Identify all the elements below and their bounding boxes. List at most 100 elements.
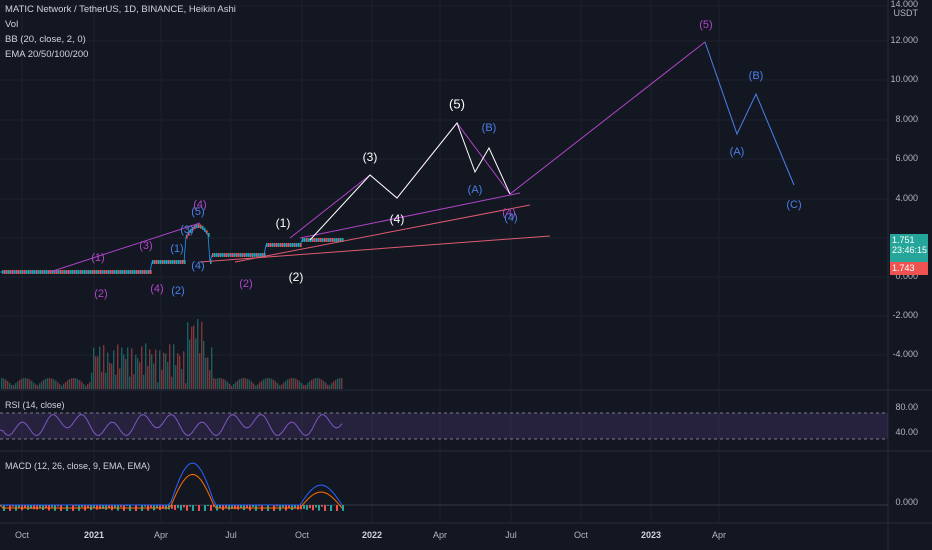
volume-bar — [99, 346, 101, 389]
macd-line — [0, 462, 343, 506]
volume-bar — [271, 378, 273, 389]
volume-bar — [31, 380, 33, 389]
volume-bar — [103, 345, 105, 389]
volume-bar — [121, 347, 123, 389]
rsi-level: 80.00 — [895, 402, 918, 412]
volume-bar — [3, 378, 5, 389]
time-label: Apr — [711, 530, 727, 540]
macd-hist — [159, 505, 161, 510]
volume-legend[interactable]: Vol — [5, 19, 19, 30]
volume-bar — [209, 370, 211, 389]
volume-bar — [113, 350, 115, 389]
volume-bar — [107, 352, 109, 389]
volume-bar — [291, 378, 293, 389]
volume-bar — [5, 379, 7, 389]
rsi-legend[interactable]: RSI (14, close) — [5, 400, 65, 410]
volume-bar — [307, 382, 309, 389]
volume-bar — [129, 376, 131, 389]
volume-bar — [323, 380, 325, 389]
volume-bar — [305, 384, 307, 389]
wave-label: (4) — [150, 283, 164, 295]
macd-hist — [183, 505, 185, 508]
volume-bar — [135, 354, 137, 389]
volume-bar — [245, 378, 247, 389]
volume-bar — [267, 378, 269, 389]
volume-bar — [81, 381, 83, 389]
volume-bar — [287, 379, 289, 389]
macd-hist — [51, 505, 53, 508]
wave-label: (A) — [467, 184, 483, 196]
price-candle — [150, 270, 152, 274]
macd-hist — [237, 505, 239, 510]
volume-bar — [15, 383, 17, 389]
volume-bar — [315, 378, 317, 389]
macd-hist — [99, 505, 101, 510]
price-candle — [300, 243, 302, 247]
volume-bar — [257, 384, 259, 389]
rsi-band — [0, 413, 888, 439]
volume-bar — [77, 379, 79, 389]
wave-label: (3) — [180, 224, 194, 236]
macd-hist — [240, 505, 242, 509]
volume-bar — [109, 362, 111, 389]
volume-bar — [241, 378, 243, 389]
volume-bar — [145, 343, 147, 389]
volume-bar — [281, 384, 283, 389]
macd-hist — [315, 505, 317, 508]
macd-legend[interactable]: MACD (12, 26, close, 9, EMA, EMA) — [5, 461, 151, 471]
bollinger-mid — [0, 225, 342, 273]
macd-hist — [258, 505, 260, 507]
price-candle — [204, 227, 206, 232]
volume-bar — [13, 385, 15, 389]
macd-hist — [294, 505, 296, 509]
volume-bar — [11, 384, 13, 389]
volume-bar — [251, 381, 253, 389]
ema-legend[interactable]: EMA 20/50/100/200 — [5, 49, 89, 60]
price-label: 8.000 — [895, 114, 918, 124]
volume-bar — [111, 363, 113, 389]
volume-bar — [263, 379, 265, 389]
macd-hist — [342, 505, 344, 511]
wave-label: (4) — [502, 207, 516, 219]
bollinger-legend[interactable]: BB (20, close, 2, 0) — [5, 34, 86, 45]
macd-hist — [288, 505, 290, 508]
volume-bar — [205, 357, 207, 389]
price-candle — [210, 260, 212, 264]
macd-hist — [324, 505, 326, 511]
wave-label: (4) — [193, 199, 207, 211]
volume-bar — [311, 379, 313, 389]
wave-label: (B) — [481, 122, 497, 134]
price-candle — [342, 238, 344, 242]
volume-bar — [127, 347, 129, 389]
rsi-level: 40.00 — [895, 427, 918, 437]
volume-bar — [341, 378, 343, 389]
volume-bar — [301, 383, 303, 389]
volume-bar — [61, 385, 63, 389]
macd-hist — [81, 505, 83, 508]
price-candle — [208, 233, 210, 238]
volume-bar — [277, 383, 279, 389]
volume-bar — [47, 378, 49, 389]
time-label: Oct — [573, 530, 589, 540]
volume-bar — [21, 378, 23, 389]
price-label: 6.000 — [895, 153, 918, 163]
macd-hist — [105, 505, 107, 510]
price-candle — [206, 230, 208, 235]
volume-bar — [201, 321, 203, 389]
symbol-title[interactable]: MATIC Network / TetherUS, 1D, BINANCE, H… — [5, 4, 236, 15]
price-label: 10.000 — [890, 74, 918, 84]
volume-bar — [233, 383, 235, 389]
macd-hist — [204, 505, 206, 511]
volume-bar — [95, 356, 97, 389]
volume-bar — [189, 339, 191, 389]
macd-hist — [318, 505, 320, 511]
time-label: Apr — [153, 530, 169, 540]
volume-bar — [215, 378, 217, 389]
macd-level: 0.000 — [895, 497, 918, 507]
volume-bar — [139, 362, 141, 389]
volume-bar — [7, 381, 9, 389]
volume-bar — [177, 353, 179, 389]
volume-bar — [65, 381, 67, 389]
